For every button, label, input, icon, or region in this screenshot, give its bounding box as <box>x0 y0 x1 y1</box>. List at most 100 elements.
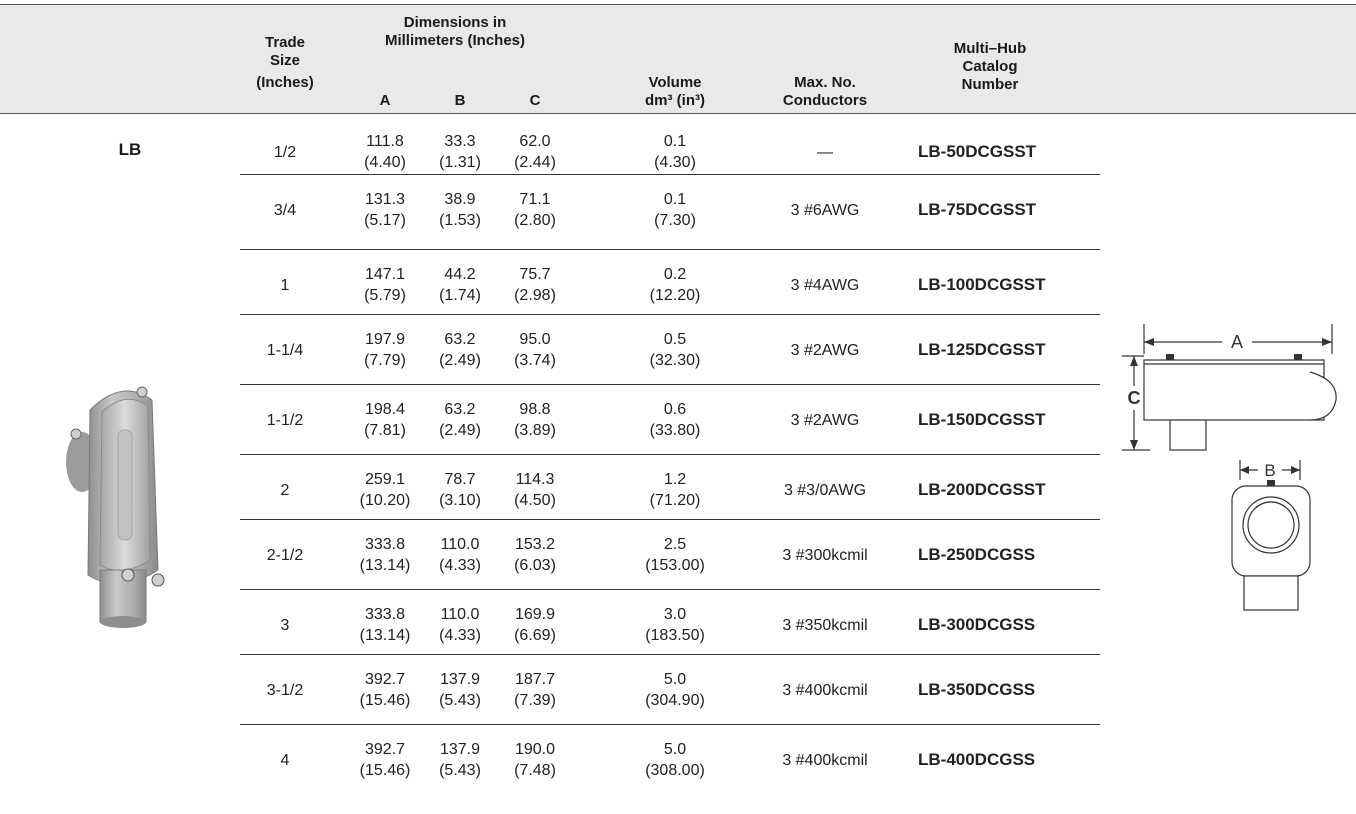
dim-a-in-cell: (4.40) <box>364 154 406 171</box>
dim-c-in-cell: (6.69) <box>514 627 556 644</box>
dim-a-mm-cell: 392.7 <box>364 671 406 688</box>
dim-vol-in-cell: (7.30) <box>654 212 696 229</box>
dim-c-mm-cell: 153.2 <box>514 536 556 553</box>
dim-vol-mm-cell: 0.5 <box>663 331 687 348</box>
dim-a-mm-cell: 131.3 <box>364 191 406 208</box>
dim-a-in-cell: (7.81) <box>364 422 406 439</box>
dim-b-in-cell: (1.31) <box>439 154 481 171</box>
dim-b-in-cell: (2.49) <box>439 422 481 439</box>
dim-a-in-cell: (5.79) <box>364 287 406 304</box>
row-divider <box>240 314 1100 315</box>
header-trade-size: Trade Size (Inches) <box>256 34 314 91</box>
dim-c-in-cell: (7.39) <box>514 692 556 709</box>
dim-c-in-cell: (3.74) <box>514 352 556 369</box>
catalog-number-cell: LB-350DCGSS <box>918 680 1036 699</box>
trade-size-cell: 1-1/4 <box>266 342 304 359</box>
dim-c-mm-cell: 75.7 <box>519 266 551 283</box>
row-divider <box>240 589 1100 590</box>
dim-c-in-cell: (2.80) <box>514 212 556 229</box>
catalog-number-cell: LB-150DCGSST <box>918 410 1046 429</box>
dim-vol-in-cell: (33.80) <box>649 422 701 439</box>
table-header-band <box>0 4 1356 114</box>
dim-a-mm-cell: 333.8 <box>364 536 406 553</box>
row-divider <box>240 249 1100 250</box>
header-col-b: B <box>454 92 466 109</box>
dim-b-mm-cell: 38.9 <box>444 191 476 208</box>
trade-size-cell: 1-1/2 <box>266 412 304 429</box>
dim-a-in-cell: (15.46) <box>359 762 411 779</box>
trade-size-cell: 3-1/2 <box>266 682 304 699</box>
dim-vol-mm-cell: 0.2 <box>663 266 687 283</box>
dim-b-mm-cell: 137.9 <box>439 671 481 688</box>
dim-c-mm-cell: 190.0 <box>514 741 556 758</box>
row-divider <box>240 654 1100 655</box>
dim-a-mm-cell: 147.1 <box>364 266 406 283</box>
dim-a-in-cell: (13.14) <box>359 627 411 644</box>
dim-vol-in-cell: (12.20) <box>649 287 701 304</box>
dim-b-mm-cell: 63.2 <box>444 331 476 348</box>
dim-b-in-cell: (5.43) <box>439 762 481 779</box>
dim-vol-mm-cell: 2.5 <box>663 536 687 553</box>
header-volume: Volume dm³ (in³) <box>645 74 705 109</box>
dim-a-in-cell: (7.79) <box>364 352 406 369</box>
dim-c-in-cell: (2.44) <box>514 154 556 171</box>
dim-c-mm-cell: 95.0 <box>519 331 551 348</box>
max-conductors-cell: 3 #2AWG <box>790 412 860 429</box>
dim-vol-mm-cell: 0.6 <box>663 401 687 418</box>
max-conductors-cell: 3 #6AWG <box>790 202 860 219</box>
header-col-a: A <box>379 92 391 109</box>
catalog-number-cell: LB-400DCGSS <box>918 750 1036 769</box>
catalog-number-cell: LB-100DCGSST <box>918 275 1046 294</box>
dim-vol-mm-cell: 5.0 <box>663 671 687 688</box>
max-conductors-cell: — <box>817 144 833 161</box>
dim-a-in-cell: (5.17) <box>364 212 406 229</box>
catalog-number-cell: LB-50DCGSST <box>918 142 1037 161</box>
dim-c-in-cell: (2.98) <box>514 287 556 304</box>
dim-vol-mm-cell: 1.2 <box>663 471 687 488</box>
top-rule <box>0 4 1356 5</box>
dim-a-in-cell: (10.20) <box>359 492 411 509</box>
dim-b-in-cell: (4.33) <box>439 557 481 574</box>
row-divider <box>240 519 1100 520</box>
dimension-label-c: C <box>1128 388 1141 408</box>
dim-b-in-cell: (5.43) <box>439 692 481 709</box>
max-conductors-cell: 3 #300kcmil <box>782 547 868 564</box>
dim-c-mm-cell: 169.9 <box>514 606 556 623</box>
max-conductors-cell: 3 #2AWG <box>790 342 860 359</box>
dim-c-in-cell: (6.03) <box>514 557 556 574</box>
dim-vol-in-cell: (4.30) <box>654 154 696 171</box>
dim-b-mm-cell: 110.0 <box>440 536 480 553</box>
dim-a-mm-cell: 259.1 <box>364 471 406 488</box>
row-divider <box>240 174 1100 175</box>
row-divider <box>240 384 1100 385</box>
dim-c-mm-cell: 114.3 <box>515 471 555 488</box>
header-catalog-number: Multi–Hub Catalog Number <box>953 40 1027 93</box>
dim-a-mm-cell: 111.8 <box>366 133 404 150</box>
product-label: LB <box>118 140 142 159</box>
dim-vol-in-cell: (308.00) <box>645 762 705 779</box>
trade-size-cell: 4 <box>280 752 290 769</box>
dim-vol-in-cell: (71.20) <box>649 492 701 509</box>
dim-vol-mm-cell: 5.0 <box>663 741 687 758</box>
trade-size-cell: 2-1/2 <box>266 547 304 564</box>
trade-size-cell: 1 <box>280 277 290 294</box>
max-conductors-cell: 3 #400kcmil <box>782 752 868 769</box>
catalog-number-cell: LB-125DCGSST <box>918 340 1046 359</box>
header-col-c: C <box>529 92 541 109</box>
dim-c-in-cell: (4.50) <box>514 492 556 509</box>
catalog-number-cell: LB-300DCGSS <box>918 615 1036 634</box>
dim-b-mm-cell: 137.9 <box>439 741 481 758</box>
dim-a-mm-cell: 198.4 <box>364 401 406 418</box>
row-divider <box>240 454 1100 455</box>
header-max-conductors: Max. No. Conductors <box>782 74 868 109</box>
max-conductors-cell: 3 #400kcmil <box>782 682 868 699</box>
dim-c-in-cell: (7.48) <box>514 762 556 779</box>
dim-vol-in-cell: (153.00) <box>645 557 705 574</box>
trade-size-cell: 3/4 <box>273 202 297 219</box>
row-divider <box>240 724 1100 725</box>
dim-a-mm-cell: 333.8 <box>364 606 406 623</box>
catalog-number-cell: LB-250DCGSS <box>918 545 1036 564</box>
dim-b-mm-cell: 44.2 <box>444 266 476 283</box>
dim-vol-mm-cell: 3.0 <box>663 606 687 623</box>
lb-conduit-body-image <box>66 386 165 628</box>
